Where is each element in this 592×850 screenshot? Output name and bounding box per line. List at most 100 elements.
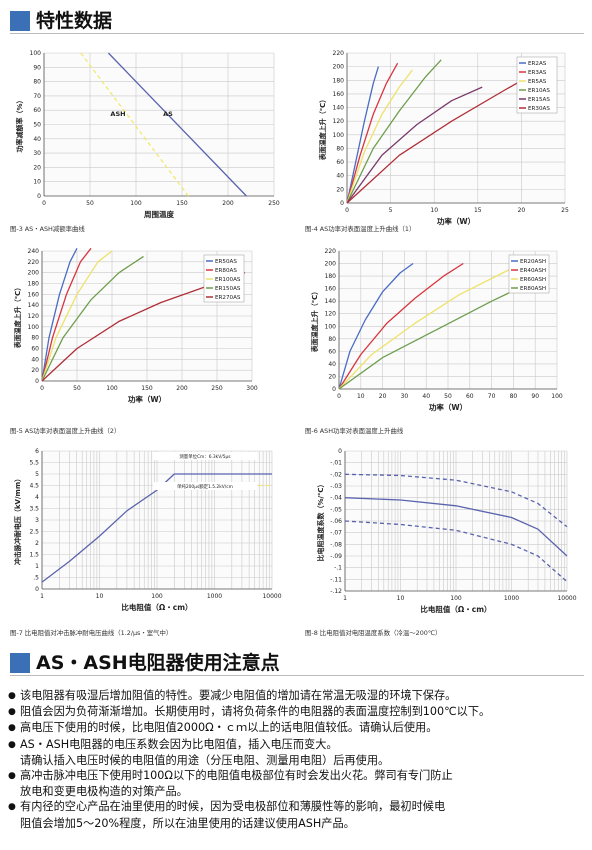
x-tick-label: 0 bbox=[345, 207, 349, 214]
y-tick-label: 140 bbox=[333, 105, 345, 112]
y-tick-label: 60 bbox=[328, 348, 336, 355]
y-tick-label: 0 bbox=[340, 200, 344, 207]
series-line bbox=[346, 69, 413, 204]
series-line bbox=[346, 59, 442, 204]
y-axis-label: 表面温度上升（℃） bbox=[310, 288, 319, 353]
x-axis-label: 比电阻值（Ω・cm） bbox=[420, 604, 491, 614]
x-tick-label: 1000 bbox=[504, 595, 519, 602]
y-tick-label: 140 bbox=[28, 302, 40, 309]
y-tick-label: -.01 bbox=[330, 460, 342, 467]
x-tick-label: 150 bbox=[176, 200, 188, 207]
y-tick-label: -.04 bbox=[330, 495, 342, 502]
chart-caption: 图-7 比电阻值对冲击脉冲耐电压曲线（1.2/μs・室气中） bbox=[10, 629, 173, 637]
y-tick-label: 160 bbox=[28, 291, 40, 298]
section-marker-icon bbox=[10, 11, 30, 31]
x-axis-label: 功率（W） bbox=[429, 402, 467, 412]
chart-svg: 0 50 100 150 200 2500102030405060708090100周围温… bbox=[15, 50, 280, 219]
x-tick-label: 15 bbox=[474, 207, 482, 214]
y-tick-label: 50 bbox=[33, 122, 41, 129]
note-text: 阻值会因为负荷渐渐增加。长期使用时，请将负荷条件的电阻器的表面温度控制到100℃… bbox=[20, 705, 491, 719]
legend-label: ER270AS bbox=[215, 295, 241, 301]
note-continuation: 放电和变更电极构造的对策产品。 bbox=[8, 784, 588, 799]
legend-label: ER2AS bbox=[528, 61, 547, 67]
series-line bbox=[107, 52, 247, 197]
legend-label: ER50AS bbox=[215, 259, 237, 265]
legend: ER2AS ER3AS ER5AS ER10AS ER15AS ER30AS bbox=[516, 56, 558, 114]
legend-label: ER5AS bbox=[528, 79, 547, 85]
x-tick-label: 50 bbox=[86, 200, 94, 207]
legend-label: ER60ASH bbox=[520, 277, 546, 283]
y-axis-label: 表面温度上升（℃） bbox=[318, 96, 327, 161]
y-tick-label: -.09 bbox=[330, 553, 342, 560]
chart-annotation: 单纯200μs额定1.5.2kV/cm bbox=[177, 483, 233, 490]
grid bbox=[344, 450, 568, 592]
chart-as-power-temp-1: 0 5 10 15 20 25 0 20 40 60 80 100 120 140 160 180 200 220… bbox=[305, 48, 590, 226]
y-tick-label: .5 bbox=[33, 575, 39, 582]
y-tick-label: 220 bbox=[333, 50, 345, 57]
y-tick-label: 100 bbox=[325, 323, 337, 330]
y-tick-label: 0 bbox=[35, 378, 39, 385]
note-text: 放电和变更电极构造的对策产品。 bbox=[20, 785, 188, 799]
x-axis-label: 比电阻值（Ω・cm） bbox=[121, 602, 192, 612]
series-line bbox=[346, 86, 483, 204]
y-tick-label: 180 bbox=[28, 281, 40, 288]
chart-ash-power-temp: 0 10 20 30 40 50 60 70 80 90 100 0 20 40 60 80 100 120 140… bbox=[305, 246, 590, 421]
x-tick-label: 200 bbox=[176, 385, 188, 392]
y-tick-label: 3 bbox=[35, 517, 39, 524]
y-axis-label: 功率减额率（%） bbox=[15, 96, 24, 152]
x-tick-label: 70 bbox=[488, 393, 496, 400]
chart-caption: 图-5 AS功率对表面温度上升曲线（2） bbox=[10, 427, 121, 435]
y-tick-label: 4.5 bbox=[29, 483, 39, 490]
y-tick-label: 20 bbox=[336, 186, 344, 193]
legend-label: ER15AS bbox=[528, 97, 550, 103]
legend-label: ER3AS bbox=[528, 70, 547, 76]
grid bbox=[43, 52, 275, 197]
y-tick-label: 0 bbox=[338, 448, 342, 455]
x-tick-label: 100 bbox=[151, 593, 163, 600]
x-tick-label: 10 bbox=[357, 393, 365, 400]
y-tick-label: 100 bbox=[333, 132, 345, 139]
x-tick-label: 1000 bbox=[207, 593, 222, 600]
annotation-bg bbox=[153, 452, 257, 460]
x-tick-label: 10 bbox=[430, 207, 438, 214]
chart-svg: 0 5 10 15 20 25 0 20 40 60 80 100 120 140 160 180 200 220… bbox=[318, 50, 569, 226]
x-tick-label: 5 bbox=[389, 207, 393, 214]
annotation-bg bbox=[153, 482, 257, 490]
x-tick-label: 100 bbox=[130, 200, 142, 207]
x-tick-label: 0 bbox=[40, 385, 44, 392]
y-tick-label: 20 bbox=[33, 164, 41, 171]
y-tick-label: 80 bbox=[33, 79, 41, 86]
x-tick-label: 20 bbox=[379, 393, 387, 400]
y-axis-label: 比电阻温度系数（%/℃） bbox=[316, 480, 325, 561]
series-line bbox=[346, 66, 380, 204]
chart-svg: 0 10 20 30 40 50 60 70 80 90 100 0 20 40 60 80 100 120 140… bbox=[310, 248, 563, 412]
note-continuation: 请确认插入电压时候的电阻值的用途（分压电阻、测量用电阻）后再使用。 bbox=[8, 753, 588, 768]
chart-svg: 0 50 100 150 200 250 300 0 20 40 60 80 100 120 140 160 1… bbox=[13, 247, 258, 404]
x-axis-label: 功率（W） bbox=[437, 216, 475, 226]
note-item: ● 该电阻器有吸湿后增加阻值的特性。要减少电阻值的增加请在常温无吸湿的环境下保存。 bbox=[8, 688, 588, 704]
x-tick-label: 10000 bbox=[262, 593, 281, 600]
y-tick-label: -.1 bbox=[334, 565, 342, 572]
x-axis-label: 功率（W） bbox=[128, 394, 166, 404]
bullet-icon: ● bbox=[8, 771, 16, 782]
y-tick-label: 30 bbox=[33, 150, 41, 157]
y-tick-label: -.12 bbox=[330, 588, 342, 595]
note-text: 高电压下使用的时候，比电阻值2000Ω・ｃｍ以上的话电阻值较低。请确认后使用。 bbox=[20, 721, 438, 735]
y-tick-label: 2.5 bbox=[29, 529, 39, 536]
y-tick-label: 220 bbox=[325, 248, 337, 255]
x-tick-label: 100 bbox=[551, 393, 563, 400]
bullet-icon: ● bbox=[8, 802, 16, 813]
y-tick-label: 6 bbox=[35, 448, 39, 455]
y-tick-label: 240 bbox=[28, 248, 40, 255]
bullet-icon: ● bbox=[8, 691, 16, 701]
x-tick-label: 20 bbox=[518, 207, 526, 214]
bullet-icon: ● bbox=[8, 707, 16, 718]
note-text: AS・ASH电阻器的电压系数会因为比电阻值，插入电压而变大。 bbox=[20, 737, 338, 751]
y-tick-label: 0 bbox=[37, 193, 41, 200]
y-tick-label: 90 bbox=[33, 64, 41, 71]
y-tick-label: 3.5 bbox=[29, 506, 39, 513]
section-title: 特性数据 bbox=[36, 10, 113, 32]
chart-derating: 0 50 100 150 200 250 0 10 20 30 40 50 60 70 80 90 100 周围温… bbox=[10, 48, 295, 223]
chart-caption: 图-4 AS功率对表面温度上升曲线（1） bbox=[305, 225, 416, 233]
y-tick-label: 2 bbox=[35, 540, 39, 547]
